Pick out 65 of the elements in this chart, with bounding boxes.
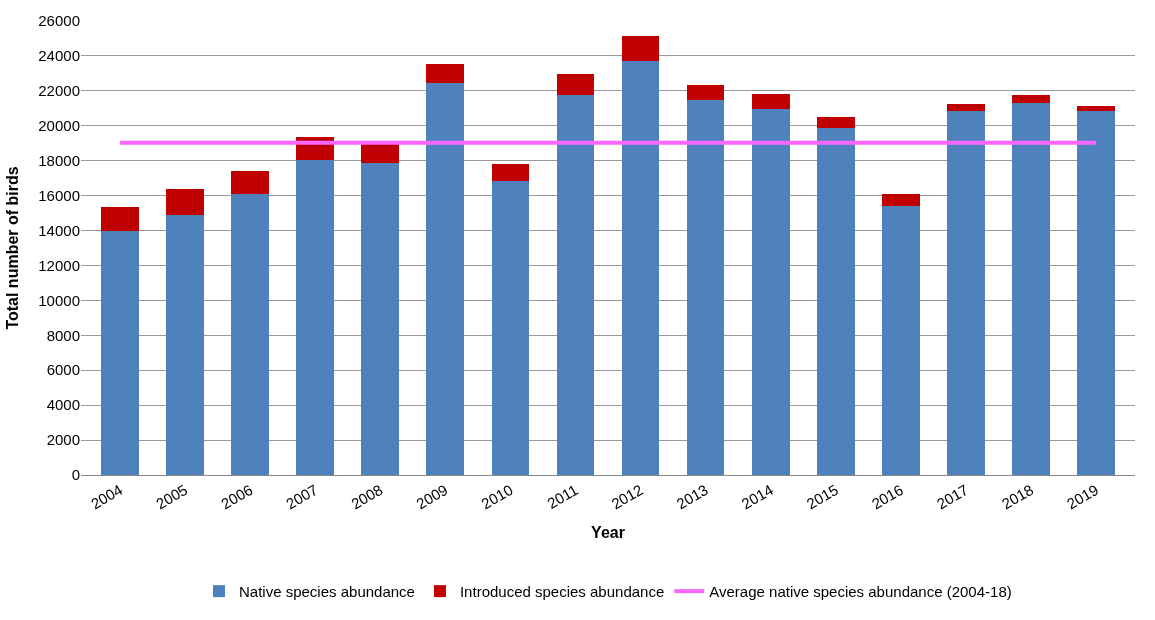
x-tick-label: 2018 [998,480,1037,513]
x-tick-label: 2010 [478,480,516,513]
y-tick-label: 10000 [38,291,80,309]
y-tick-label: 22000 [38,82,80,100]
y-tick-label: 14000 [38,221,80,239]
bar [946,104,985,112]
x-tick-label: 2015 [803,480,841,513]
bar [361,163,400,475]
x-axis-title: Year [591,523,625,541]
bar [621,36,660,61]
legend-label: Native species abundance [239,582,415,600]
bar [231,193,270,475]
bar [491,164,530,181]
y-tick-label: 26000 [38,12,80,30]
bar [426,83,465,475]
bar [556,74,595,95]
bar [881,193,920,206]
x-tick-label: 2004 [87,480,126,513]
bar [686,99,725,475]
bar [361,143,400,164]
y-tick-label: 18000 [38,151,80,169]
x-tick-label: 2005 [152,480,191,513]
y-tick-label: 20000 [38,117,80,135]
y-tick-label: 24000 [38,47,80,65]
bar [1012,95,1050,103]
bar [556,94,595,475]
bar [751,93,790,110]
y-tick-label: 6000 [46,361,80,379]
y-tick-label: 2000 [46,431,80,449]
bar [101,207,139,231]
bar [751,109,790,475]
bar [621,60,660,475]
x-tick-label: 2012 [608,480,646,513]
x-tick-label: 2014 [738,480,776,513]
bar [166,188,204,216]
legend-label: Introduced species abundance [459,582,665,600]
bar [1077,111,1115,475]
bar [881,205,920,475]
x-tick-label: 2013 [673,480,711,513]
x-tick-label: 2019 [1063,480,1102,513]
bar [231,171,270,194]
bar [166,215,204,475]
bar [1077,106,1115,112]
bar [101,230,139,475]
y-tick-label: 16000 [38,186,80,204]
x-tick-label: 2008 [348,480,386,513]
bar [946,111,985,475]
bar [426,63,465,84]
bar [491,180,530,475]
bar [296,159,335,475]
x-tick-label: 2016 [868,480,907,513]
x-tick-label: 2007 [283,480,321,513]
x-tick-label: 2009 [413,480,451,513]
y-tick-label: 8000 [46,326,80,344]
bar [1012,102,1050,475]
bar [816,116,855,128]
x-tick-label: 2006 [218,480,256,513]
y-tick-label: 4000 [46,396,80,414]
bar [686,85,725,100]
bar [816,127,855,475]
y-tick-label: 0 [71,466,80,484]
legend-label: Average native species abundance (2004-18) [709,582,1012,600]
x-tick-label: 2011 [544,480,581,512]
y-tick-label: 12000 [38,256,80,274]
y-axis-title: Total number of birds [4,166,22,330]
